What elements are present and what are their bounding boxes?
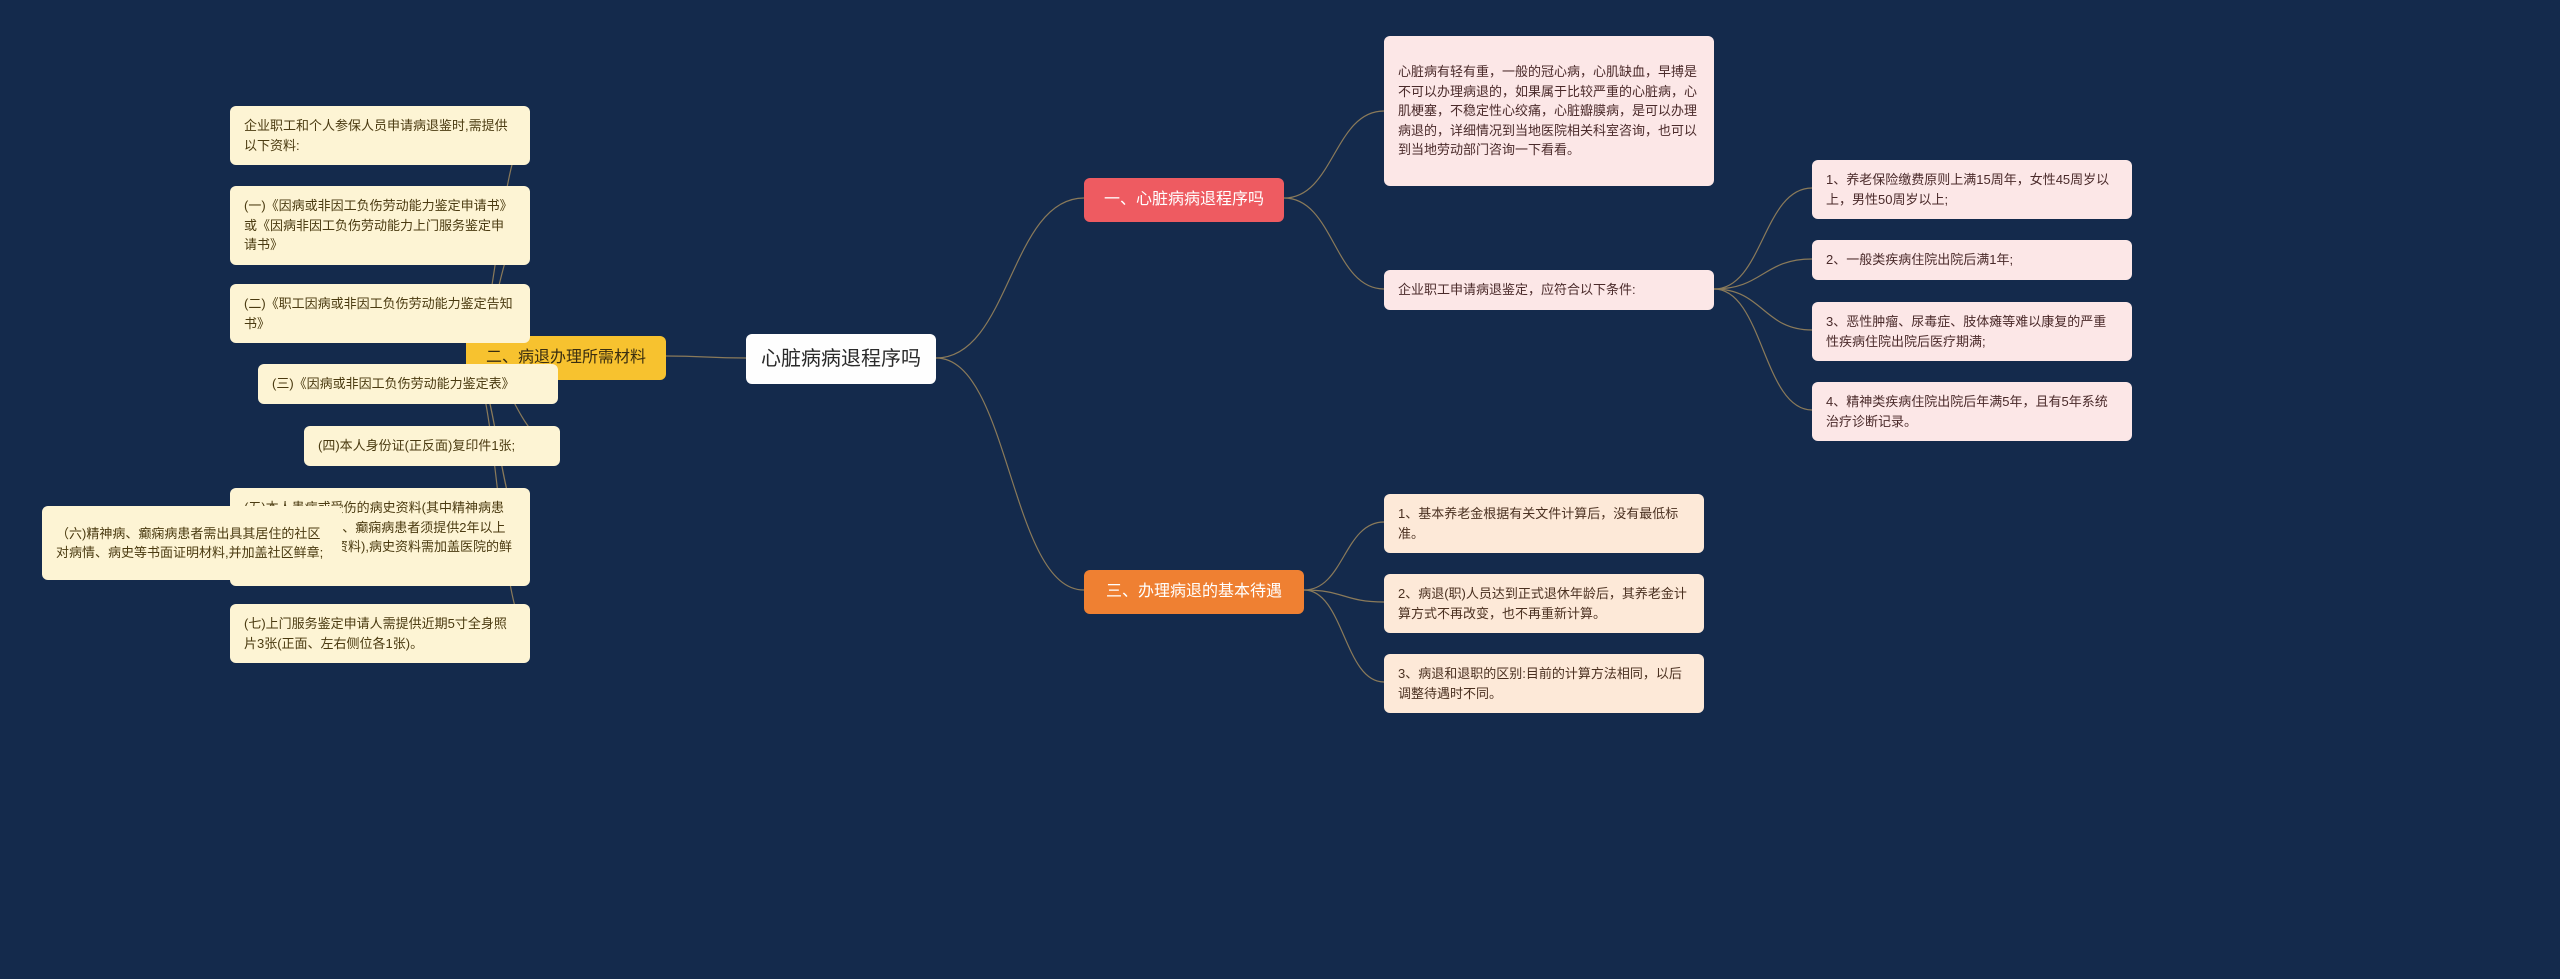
subleaf-r1-1-3: 4、精神类疾病住院出院后年满5年，且有5年系统治疗诊断记录。 [1812, 382, 2132, 441]
leaf-l2-4: (四)本人身份证(正反面)复印件1张; [304, 426, 560, 466]
subleaf-r1-1-2: 3、恶性肿瘤、尿毒症、肢体瘫等难以康复的严重性疾病住院出院后医疗期满; [1812, 302, 2132, 361]
leaf-r3-1: 2、病退(职)人员达到正式退休年龄后，其养老金计算方式不再改变，也不再重新计算。 [1384, 574, 1704, 633]
subleaf-r1-1-0: 1、养老保险缴费原则上满15周年，女性45周岁以上，男性50周岁以上; [1812, 160, 2132, 219]
leaf-l2-3: (三)《因病或非因工负伤劳动能力鉴定表》 [258, 364, 558, 404]
leaf-l2-2: (二)《职工因病或非因工负伤劳动能力鉴定告知书》 [230, 284, 530, 343]
leaf-r3-2: 3、病退和退职的区别:目前的计算方法相同，以后调整待遇时不同。 [1384, 654, 1704, 713]
leaf-r1-1: 企业职工申请病退鉴定，应符合以下条件: [1384, 270, 1714, 310]
leaf-l2-1: (一)《因病或非因工负伤劳动能力鉴定申请书》或《因病非因工负伤劳动能力上门服务鉴… [230, 186, 530, 265]
leaf-r3-0: 1、基本养老金根据有关文件计算后，没有最低标准。 [1384, 494, 1704, 553]
branch-r1: 一、心脏病病退程序吗 [1084, 178, 1284, 222]
leaf-l2-0: 企业职工和个人参保人员申请病退鉴时,需提供以下资料: [230, 106, 530, 165]
leaf-r1-0: 心脏病有轻有重，一般的冠心病，心肌缺血，早搏是不可以办理病退的，如果属于比较严重… [1384, 36, 1714, 186]
leaf-l2-6: (七)上门服务鉴定申请人需提供近期5寸全身照片3张(正面、左右侧位各1张)。 [230, 604, 530, 663]
root-node: 心脏病病退程序吗 [746, 334, 936, 384]
subleaf-l2-5-0: （六)精神病、癫痫病患者需出具其居住的社区对病情、病史等书面证明材料,并加盖社区… [42, 506, 342, 580]
branch-r3: 三、办理病退的基本待遇 [1084, 570, 1304, 614]
subleaf-r1-1-1: 2、一般类疾病住院出院后满1年; [1812, 240, 2132, 280]
